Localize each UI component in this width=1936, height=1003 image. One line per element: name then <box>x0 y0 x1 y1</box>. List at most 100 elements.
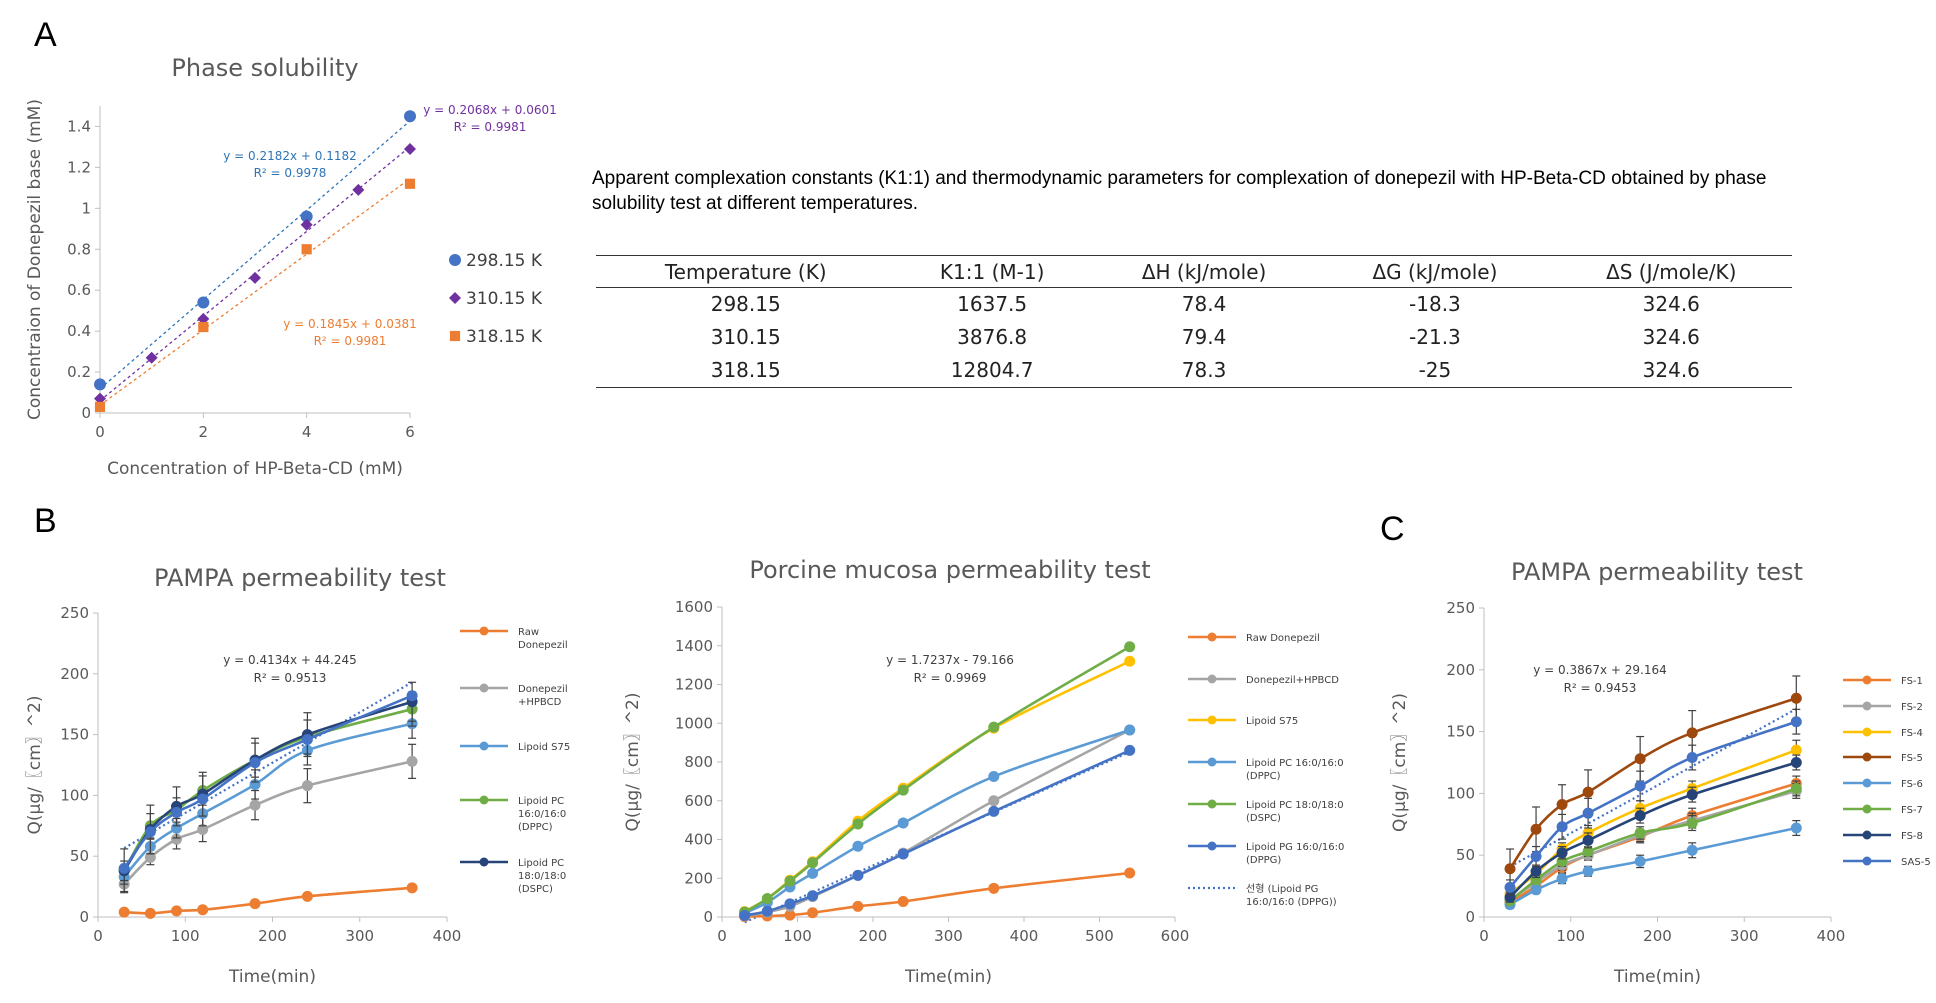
chart-title: Porcine mucosa permeability test <box>749 556 1150 584</box>
table-cell: 324.6 <box>1642 325 1700 349</box>
data-point <box>1582 807 1594 819</box>
data-point <box>807 867 819 879</box>
series-line <box>1509 782 1797 904</box>
y-tick-label: 50 <box>70 847 89 865</box>
data-point <box>1530 884 1542 896</box>
trend-r-squared: R² = 0.9969 <box>914 671 987 685</box>
header-dh: ΔH (kJ/mole) <box>1088 255 1320 288</box>
table-cell: -18.3 <box>1409 292 1461 316</box>
legend-label: SAS-5 <box>1901 857 1931 868</box>
legend-label: Lipoid PG 16:0/16:0 (DPPG) <box>1246 842 1344 866</box>
y-tick-label: 200 <box>684 869 713 887</box>
data-point <box>1686 789 1698 801</box>
header-temperature: Temperature (K) <box>596 255 896 288</box>
panel-label-c: C <box>1380 510 1405 548</box>
data-point <box>197 823 209 835</box>
data-point-square <box>449 330 461 342</box>
legend-marker <box>479 626 489 636</box>
data-point <box>1634 827 1646 839</box>
y-tick-label: 150 <box>60 726 89 744</box>
data-point <box>807 890 819 902</box>
table-cell: 1637.5 <box>957 292 1028 316</box>
series-line <box>744 660 1131 913</box>
data-point <box>1556 799 1568 811</box>
x-tick-label: 200 <box>258 927 287 945</box>
x-axis-label: Time(min) <box>228 967 316 987</box>
data-point <box>1686 752 1698 764</box>
legend-label: FS-8 <box>1901 831 1923 842</box>
legend-label: Lipoid S75 <box>518 742 570 753</box>
legend-marker <box>1862 675 1872 685</box>
table-cell: 324.6 <box>1550 354 1792 388</box>
x-tick-label: 600 <box>1161 927 1190 945</box>
x-tick-label: 400 <box>1010 927 1039 945</box>
thermodynamic-table: Temperature (K) K1:1 (M-1) ΔH (kJ/mole) … <box>596 255 1792 388</box>
legend-marker <box>1207 632 1217 642</box>
y-tick-label: 0 <box>81 404 91 422</box>
data-point <box>1686 817 1698 829</box>
trendline <box>99 178 411 406</box>
legend-label: Lipoid PC 16:0/16:0 (DPPC) <box>1246 758 1344 782</box>
table-cell: -21.3 <box>1409 325 1461 349</box>
data-point <box>144 851 156 863</box>
series-line <box>1509 787 1797 902</box>
x-axis-label: Concentration of HP-Beta-CD (mM) <box>107 459 403 479</box>
table-cell: 78.3 <box>1088 354 1320 388</box>
y-tick-label: 200 <box>1446 661 1475 679</box>
x-tick-label: 4 <box>302 423 312 441</box>
x-tick-label: 300 <box>1730 927 1759 945</box>
y-tick-label: 0 <box>703 908 713 926</box>
trend-r-squared: R² = 0.9978 <box>254 166 327 180</box>
data-point <box>852 869 864 881</box>
data-point <box>784 898 796 910</box>
legend-label: Donepezil+HPBCD <box>518 684 568 708</box>
data-point <box>1582 845 1594 857</box>
data-point-diamond <box>449 292 461 304</box>
data-point <box>1124 744 1136 756</box>
data-point <box>897 848 909 860</box>
table-cell: 324.6 <box>1642 292 1700 316</box>
data-point-square <box>198 321 209 333</box>
data-point <box>852 840 864 852</box>
series-line <box>123 694 413 870</box>
y-tick-label: 0 <box>79 908 89 926</box>
data-point <box>406 755 418 767</box>
y-tick-label: 1.4 <box>67 117 91 135</box>
data-point <box>144 907 156 919</box>
y-tick-label: 1200 <box>675 676 713 694</box>
data-point <box>1790 716 1802 728</box>
table-caption: Apparent complexation constants (K1:1) a… <box>592 168 1767 214</box>
y-tick-label: 50 <box>1456 846 1475 864</box>
data-point <box>171 905 183 917</box>
legend-label: Lipoid PC 18:0/18:0 (DSPC) <box>518 858 566 895</box>
data-point <box>1790 757 1802 768</box>
y-tick-label: 0.4 <box>67 322 91 340</box>
legend-label: Raw Donepezil <box>518 627 568 651</box>
x-axis-label: Time(min) <box>904 967 992 987</box>
porcine-mucosa-permeability-chart: 0 100 200 300 400 500 600 0 200 400 600 800 1000 1200… <box>623 556 1344 987</box>
data-point <box>171 806 183 818</box>
chart-title: PAMPA permeability test <box>154 564 446 592</box>
data-point <box>761 893 773 905</box>
data-point <box>988 721 1000 733</box>
table-row: 310.15 3876.8 79.4 -21.3 324.6 <box>596 321 1792 354</box>
trend-equation: y = 0.4134x + 44.245 <box>223 653 357 667</box>
panel-label-a: A <box>34 16 57 54</box>
x-tick-label: 6 <box>405 423 415 441</box>
table-cell: 79.4 <box>1181 325 1227 349</box>
table-header-row: Temperature (K) K1:1 (M-1) ΔH (kJ/mole) … <box>596 255 1792 288</box>
table-row: 298.15 1637.5 78.4 -18.3 324.6 <box>596 288 1792 322</box>
y-tick-label: 1000 <box>675 714 713 732</box>
data-point <box>249 898 261 910</box>
pampa-permeability-chart-b: 0 100 200 300 400 0 50 100 150 200 250 PAMPA permea… <box>25 564 570 987</box>
x-tick-label: 100 <box>783 927 812 945</box>
header-dg: ΔG (kJ/mole) <box>1319 255 1551 288</box>
data-point <box>1504 881 1516 893</box>
data-point <box>807 907 819 919</box>
data-point <box>301 780 313 792</box>
table-cell: 318.15 <box>596 354 896 388</box>
legend-marker <box>1207 715 1217 725</box>
table-cell: 298.15 <box>710 292 781 316</box>
data-point-diamond <box>404 142 416 155</box>
data-point <box>1634 855 1646 867</box>
